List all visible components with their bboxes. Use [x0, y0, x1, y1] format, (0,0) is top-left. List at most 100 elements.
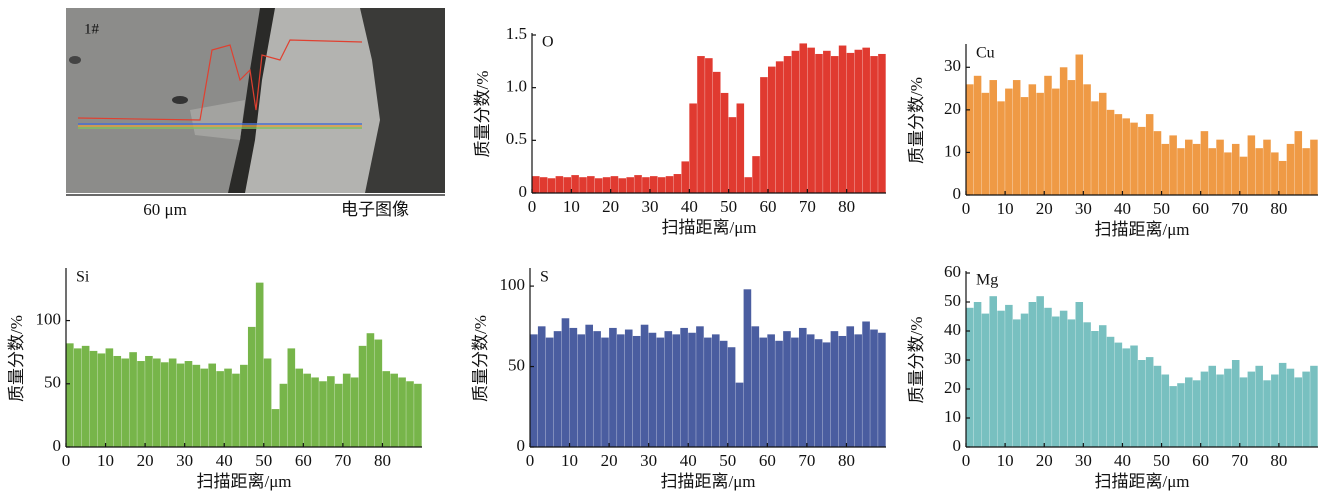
- bar: [311, 377, 319, 447]
- bar: [342, 373, 351, 447]
- bar: [1005, 88, 1013, 195]
- bar: [350, 377, 359, 447]
- bar: [319, 381, 327, 447]
- bar: [878, 53, 886, 194]
- image-spot: [172, 96, 188, 104]
- bar: [878, 332, 886, 447]
- bar: [870, 56, 878, 193]
- bar: [705, 58, 713, 193]
- bar: [1185, 377, 1193, 447]
- x-tick-label: 20: [601, 451, 618, 470]
- bar: [997, 101, 1005, 195]
- y-tick-label: 0: [53, 436, 62, 455]
- bar: [727, 347, 736, 447]
- bar: [775, 61, 784, 194]
- bar: [1169, 386, 1177, 447]
- bar: [1083, 84, 1091, 195]
- bar: [1161, 143, 1170, 195]
- bar: [66, 343, 74, 447]
- bar: [665, 176, 674, 193]
- bar: [1114, 342, 1123, 447]
- bar: [587, 176, 595, 193]
- x-tick-label: 30: [176, 451, 193, 470]
- bar: [200, 368, 209, 447]
- bar: [830, 331, 839, 447]
- x-tick-label: 30: [1075, 451, 1092, 470]
- bar: [846, 326, 855, 447]
- bar: [530, 334, 538, 447]
- x-tick-label: 60: [759, 451, 776, 470]
- bar: [537, 326, 546, 447]
- bar: [838, 335, 847, 447]
- bar: [1059, 67, 1068, 195]
- bar: [1145, 114, 1154, 195]
- bar: [610, 176, 619, 193]
- x-axis-label: 扫描距离/μm: [1094, 472, 1189, 491]
- bar: [1091, 101, 1099, 195]
- bar: [1028, 84, 1037, 195]
- bar: [768, 66, 776, 193]
- x-tick-label: 60: [760, 197, 777, 216]
- bar: [1067, 319, 1076, 447]
- bar: [129, 352, 137, 447]
- bar: [681, 161, 690, 193]
- bar: [1208, 148, 1217, 195]
- x-tick-label: 60: [1192, 199, 1209, 218]
- bar: [1091, 331, 1099, 447]
- bar: [374, 339, 383, 447]
- bar: [216, 371, 224, 447]
- bar: [760, 77, 768, 193]
- bar: [822, 342, 831, 447]
- bar: [1044, 307, 1052, 447]
- bar: [358, 345, 367, 447]
- series-label: S: [540, 269, 549, 286]
- bar: [966, 84, 974, 195]
- bar: [1255, 365, 1263, 447]
- x-tick-label: 40: [681, 197, 698, 216]
- bar: [1020, 313, 1029, 447]
- bar: [632, 335, 641, 447]
- bar: [862, 47, 870, 193]
- bar: [673, 174, 682, 193]
- bar: [712, 71, 721, 193]
- bar: [1067, 80, 1076, 195]
- y-tick-label: 50: [508, 355, 525, 374]
- bar: [1231, 143, 1240, 195]
- y-tick-label: 30: [944, 56, 961, 75]
- bar: [398, 377, 406, 447]
- x-tick-label: 0: [962, 199, 971, 218]
- bar: [1106, 109, 1115, 195]
- bar: [846, 52, 855, 194]
- y-tick-label: 1.0: [506, 77, 527, 96]
- x-axis-label: 扫描距离/μm: [660, 472, 755, 491]
- bar: [720, 92, 729, 193]
- bar: [1138, 360, 1146, 447]
- bar: [334, 383, 343, 447]
- y-tick-label: 20: [944, 99, 961, 118]
- bar: [1302, 371, 1310, 447]
- x-tick-label: 0: [526, 451, 535, 470]
- bar: [1075, 54, 1084, 196]
- bar: [1012, 80, 1021, 195]
- x-axis-label: 扫描距离/μm: [1094, 220, 1189, 239]
- bar: [672, 334, 681, 447]
- bar: [973, 302, 982, 447]
- bar: [406, 381, 414, 447]
- bar: [168, 358, 177, 447]
- series-label: Mg: [976, 272, 998, 289]
- y-tick-label: 0: [517, 436, 526, 455]
- image-region: [190, 100, 245, 140]
- bar: [224, 368, 232, 447]
- x-tick-label: 10: [561, 451, 578, 470]
- bar: [569, 327, 578, 447]
- bar: [1263, 380, 1271, 447]
- x-tick-label: 10: [997, 199, 1014, 218]
- bar: [823, 50, 831, 193]
- bar: [1200, 131, 1209, 195]
- bar: [1192, 380, 1201, 447]
- series-label: O: [542, 34, 554, 51]
- y-tick-label: 0: [953, 184, 962, 203]
- bar: [1271, 374, 1279, 447]
- scale-text: 60 μm: [143, 200, 187, 219]
